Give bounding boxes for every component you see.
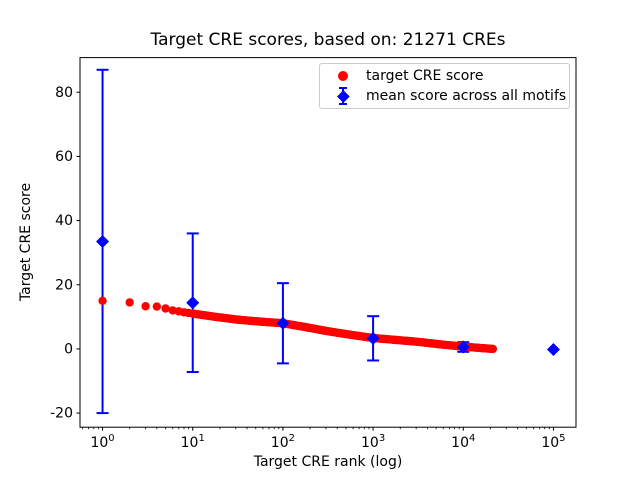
y-axis-label: Target CRE score	[18, 182, 34, 302]
legend-item-target-score: target CRE score	[328, 66, 563, 86]
legend-marker-cell	[328, 71, 358, 81]
y-tick-label: 80	[55, 85, 73, 101]
plot-border	[79, 57, 577, 428]
y-tick-label: 60	[55, 149, 73, 165]
y-tick-label: 40	[55, 213, 73, 229]
red-circle-marker-icon	[338, 71, 348, 81]
legend-item-mean-score: mean score across all motifs	[328, 86, 567, 106]
x-axis-label: Target CRE rank (log)	[253, 454, 403, 470]
y-tick-label: -20	[50, 406, 73, 422]
x-axis-minor-ticks	[82, 427, 550, 430]
legend-label: mean score across all motifs	[366, 88, 567, 104]
mean-diamond-markers	[96, 234, 560, 357]
legend-label: target CRE score	[366, 68, 484, 84]
legend: target CRE score mean score across all m…	[319, 63, 570, 109]
chart-title: Target CRE scores, based on: 21271 CREs	[150, 30, 506, 50]
legend-marker-cell	[328, 86, 358, 106]
blue-diamond-errorbar-icon	[336, 86, 350, 106]
y-tick-label: 0	[64, 341, 73, 357]
y-tick-label: 20	[55, 277, 73, 293]
y-axis-ticks: -20 0 20 40 60 80	[50, 85, 80, 422]
target-score-points	[98, 296, 498, 354]
